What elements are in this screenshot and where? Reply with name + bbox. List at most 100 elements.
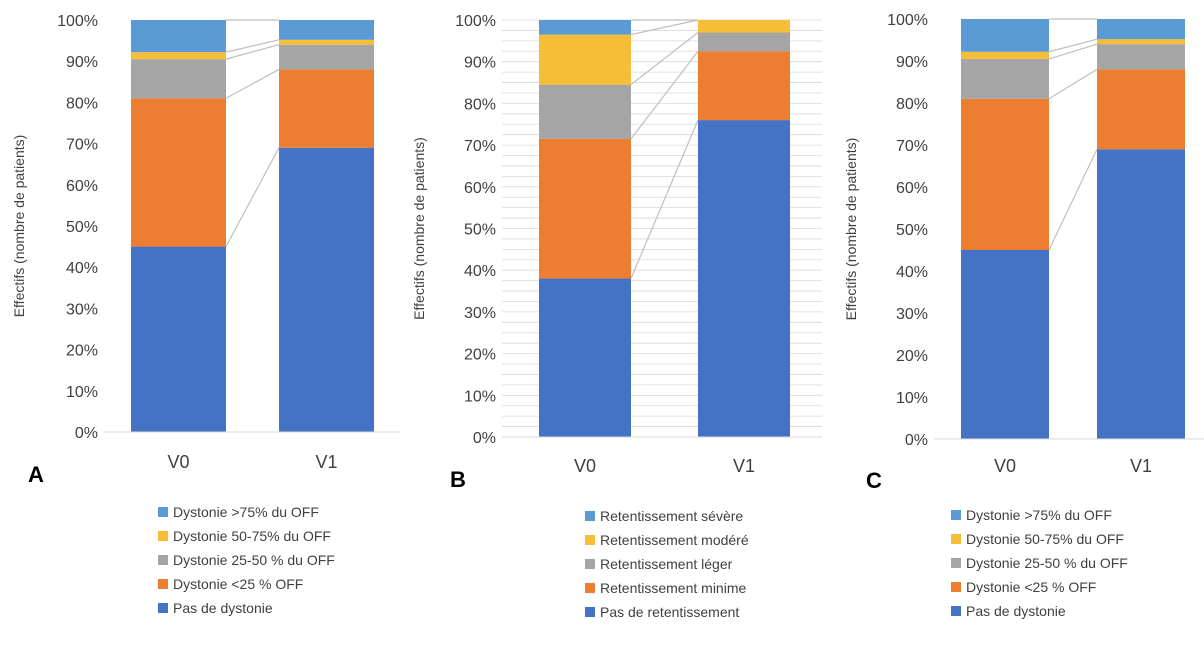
panel-label: B [450,467,466,492]
connector-line [225,39,280,53]
legend: Dystonie >75% du OFF Dystonie 50-75% du O… [951,507,1128,619]
legend-swatch [158,603,168,613]
bar-segment [1097,19,1185,40]
y-tick-label: 10% [66,384,98,401]
legend-item: Dystonie 25-50 % du OFF [158,552,335,568]
legend-item: Dystonie 50-75% du OFF [951,531,1124,547]
y-tick-label: 0% [473,430,496,447]
legend-swatch [951,558,961,568]
legend-label: Dystonie 50-75% du OFF [966,531,1124,547]
y-tick-label: 30% [896,306,928,323]
legend-label: Pas de retentissement [600,604,739,620]
legend-swatch [158,555,168,565]
legend-item: Retentissement modéré [585,532,749,548]
legend-swatch [951,534,961,544]
series-3 [539,32,790,139]
legend-label: Retentissement minime [600,580,746,596]
x-category-label: V1 [1130,456,1152,476]
bar-segment [131,20,226,53]
legend-swatch [158,531,168,541]
legend-swatch [585,535,595,545]
y-tick-label: 100% [57,13,98,30]
series-3 [131,44,374,99]
y-tick-label: 10% [896,390,928,407]
y-tick-label: 80% [896,96,928,113]
panel-b: 0% 10% 20% 30% 40% 50% 60% 70% 80% 90% 100% Effecti… [411,13,822,620]
connector-line [1048,38,1098,53]
y-tick-label: 20% [464,347,496,364]
y-tick-label: 30% [464,305,496,322]
connector-line [1048,68,1098,100]
legend-item: Pas de dystonie [951,603,1066,619]
series-2 [961,69,1185,250]
bar-segment [539,34,631,85]
legend-label: Dystonie <25 % OFF [966,579,1096,595]
legend-swatch [951,606,961,616]
bar-segment [961,250,1049,439]
legend-item: Dystonie <25 % OFF [951,579,1096,595]
bar-segment [131,59,226,99]
connector-line [1048,148,1098,251]
series-1 [539,120,790,437]
bar-segment [131,98,226,247]
y-tick-label: 40% [896,264,928,281]
y-tick-label: 10% [464,388,496,405]
bar-segment [1097,44,1185,70]
legend-label: Retentissement sévère [600,508,743,524]
connector-line [630,119,699,279]
legend-label: Dystonie >75% du OFF [966,507,1112,523]
connector-line [630,19,699,36]
bar-segment [539,138,631,279]
panel-c: 0% 10% 20% 30% 40% 50% 60% 70% 80% 90% 100% Effecti… [843,12,1204,619]
connector-line [630,32,699,86]
y-tick-label: 0% [905,432,928,449]
y-tick-label: 60% [66,178,98,195]
bar-segment [279,44,374,70]
bar-segment [539,84,631,139]
legend-swatch [951,510,961,520]
series-3 [961,44,1185,99]
y-tick-label: 100% [887,12,928,29]
legend-label: Dystonie 25-50 % du OFF [173,552,335,568]
bar-segment [539,20,631,35]
y-tick-label: 90% [896,54,928,71]
series-5 [961,19,1185,52]
bar-segment [539,278,631,437]
y-tick-label: 80% [66,95,98,112]
y-tick-label: 20% [66,343,98,360]
y-tick-label: 50% [896,222,928,239]
x-category-label: V0 [167,452,189,472]
y-tick-label: 30% [66,301,98,318]
y-tick-label: 80% [464,96,496,113]
y-axis-title: Effectifs (nombre de patients) [11,135,27,318]
panel-a: 0% 10% 20% 30% 40% 50% 60% 70% 80% 90% 100% Effecti… [11,13,400,616]
legend-label: Pas de dystonie [966,603,1066,619]
x-category-label: V0 [574,456,596,476]
y-tick-label: 20% [896,348,928,365]
legend-swatch [158,579,168,589]
connector-line [1048,43,1098,60]
series-1 [131,147,374,432]
y-axis-title: Effectifs (nombre de patients) [843,138,859,321]
connector-line [630,50,699,140]
x-category-label: V0 [994,456,1016,476]
legend-swatch [585,583,595,593]
legend-item: Retentissement sévère [585,508,743,524]
y-tick-label: 60% [896,180,928,197]
legend-item: Pas de dystonie [158,600,273,616]
bar-segment [1097,69,1185,150]
series-2 [131,69,374,247]
bar-segment [961,51,1049,59]
y-tick-label: 50% [464,222,496,239]
y-tick-label: 70% [66,137,98,154]
bar-segment [698,20,790,33]
bar-segment [279,69,374,148]
bar-segment [279,39,374,45]
bar-segment [1097,39,1185,45]
bar-segment [279,20,374,40]
y-tick-label: 70% [464,138,496,155]
bar-segment [698,51,790,121]
legend-item: Dystonie <25 % OFF [158,576,303,592]
legend-label: Retentissement modéré [600,532,749,548]
